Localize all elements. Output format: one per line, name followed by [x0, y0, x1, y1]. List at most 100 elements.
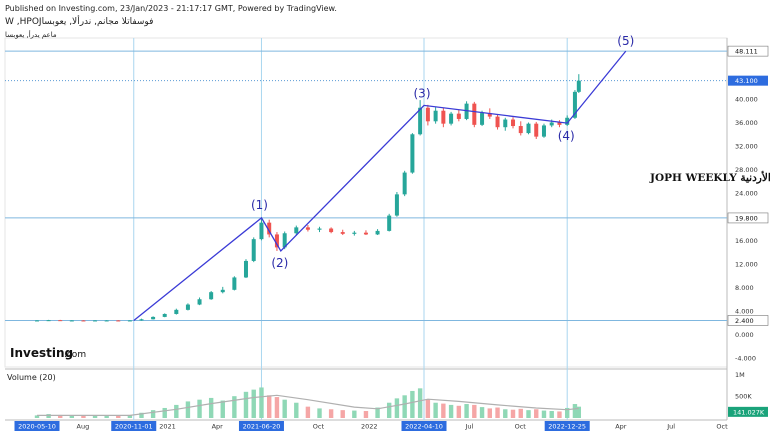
volume-moving-average — [37, 394, 579, 416]
candle-body — [259, 222, 264, 240]
candle-body — [232, 277, 237, 290]
time-tick-label: Oct — [716, 423, 728, 431]
candle-body — [93, 320, 98, 322]
candle-body — [433, 110, 438, 122]
price-tick-label: 8.000 — [735, 284, 754, 292]
volume-bar — [305, 406, 311, 418]
time-tick-label: 2022 — [361, 423, 378, 431]
volume-bar — [69, 415, 75, 418]
time-tick-label: Jul — [666, 423, 675, 431]
volume-bar — [197, 399, 202, 418]
date-tag-label: 2022-12-25 — [548, 423, 586, 431]
candle-body — [69, 320, 74, 322]
elliott-wave-lines: (1) (2) (3) (4) (5) — [133, 34, 634, 322]
time-tick-label: Oct — [515, 423, 527, 431]
candle-body — [340, 232, 345, 234]
volume-bar — [282, 399, 287, 418]
candle-body — [116, 320, 121, 322]
candle-body — [104, 320, 109, 322]
vertical-markers — [133, 38, 568, 420]
horizontal-levels: 48.111 43.100 19.800 2.400 — [5, 45, 769, 326]
current-price-label: 43.100 — [735, 77, 758, 85]
candle-body — [151, 316, 156, 320]
volume-bar — [410, 390, 415, 418]
price-tick-label: -4.000 — [735, 355, 756, 363]
volume-bar — [518, 408, 523, 418]
candle-body — [387, 215, 392, 231]
date-tag-label: 2021-06-20 — [243, 423, 281, 431]
candle-body — [565, 117, 570, 125]
candle-body — [139, 319, 144, 321]
chart-annotation: سهم شركة مناجم الفوسفات الأردنية JOPH WE… — [649, 170, 770, 184]
candle-body — [418, 107, 423, 135]
price-tick-label: 40.000 — [735, 95, 758, 103]
volume-bar — [174, 404, 179, 418]
volume-label: Volume (20) — [7, 373, 56, 382]
price-tick-label: 0.000 — [735, 331, 754, 339]
time-tick-label: Jul — [464, 423, 473, 431]
volume-bar — [363, 411, 369, 418]
price-tick-label: 28.000 — [735, 166, 758, 174]
volume-bar — [479, 407, 485, 418]
volume-bar — [352, 410, 357, 418]
axes: -4.000 0.000 4.000 8.000 12.000 16.000 24.000 2… — [14, 95, 768, 431]
price-pane-frame — [4, 37, 728, 368]
volume-bar — [294, 402, 299, 418]
candle-body — [511, 119, 516, 127]
candle-body — [58, 320, 63, 322]
volume-bar — [150, 410, 156, 418]
candle-body — [35, 320, 39, 322]
candle-body — [174, 309, 179, 314]
last-volume-tag — [728, 406, 768, 417]
candle-body — [267, 222, 272, 235]
candle-body — [197, 299, 202, 305]
candle-body — [534, 123, 539, 137]
candle-body — [480, 113, 485, 125]
volume-bar — [510, 409, 516, 418]
level-tag — [727, 212, 769, 224]
current-price-tag — [728, 75, 768, 86]
volume-tick-label: 1M — [735, 371, 745, 379]
volume-tick-label: 500K — [735, 393, 752, 401]
candle-body — [576, 80, 581, 92]
volume-bar — [448, 404, 454, 418]
candle-body — [487, 113, 492, 117]
candle-body — [185, 304, 190, 310]
time-tick-label: Apr — [615, 423, 627, 431]
wave-line — [133, 50, 627, 322]
level-label: 48.111 — [735, 48, 758, 56]
volume-bar — [92, 415, 98, 418]
candle-body — [526, 123, 531, 134]
symbol-subtitle: ماعم يدرأ, يعوبسا — [5, 30, 57, 39]
wave-label: (5) — [617, 34, 634, 48]
level-label: 19.800 — [735, 214, 758, 222]
candle-body — [541, 125, 546, 137]
volume-bar — [267, 395, 272, 418]
price-tick-label: 24.000 — [735, 190, 758, 198]
volume-bar — [464, 404, 469, 418]
last-volume-label: 141.027K — [733, 408, 765, 416]
candle-body — [282, 233, 287, 248]
candle-body — [294, 227, 299, 234]
volume-bar — [576, 406, 582, 418]
volume-bar — [557, 411, 562, 418]
volume-bar — [495, 407, 500, 418]
candle-body — [495, 116, 500, 128]
candle-body — [329, 228, 334, 233]
volume-bar — [386, 402, 392, 418]
candle-body — [441, 110, 446, 124]
volume-bar — [417, 388, 423, 418]
volume-bar — [534, 409, 539, 418]
time-tick-label: Apr — [212, 423, 224, 431]
volume-bar — [526, 410, 531, 418]
candle-body — [162, 313, 167, 317]
symbol-title: W ,HPOJفوسفاتلا مجانم, ندرألا, يعوبسا — [5, 15, 153, 27]
candle-body — [572, 91, 577, 118]
price-tick-label: 4.000 — [735, 308, 754, 316]
volume-bar — [394, 398, 400, 418]
price-tick-label: 36.000 — [735, 119, 758, 127]
price-tick-label: 12.000 — [735, 260, 758, 268]
candle-body — [557, 122, 562, 125]
date-tag — [401, 421, 447, 431]
volume-bar — [58, 414, 63, 418]
